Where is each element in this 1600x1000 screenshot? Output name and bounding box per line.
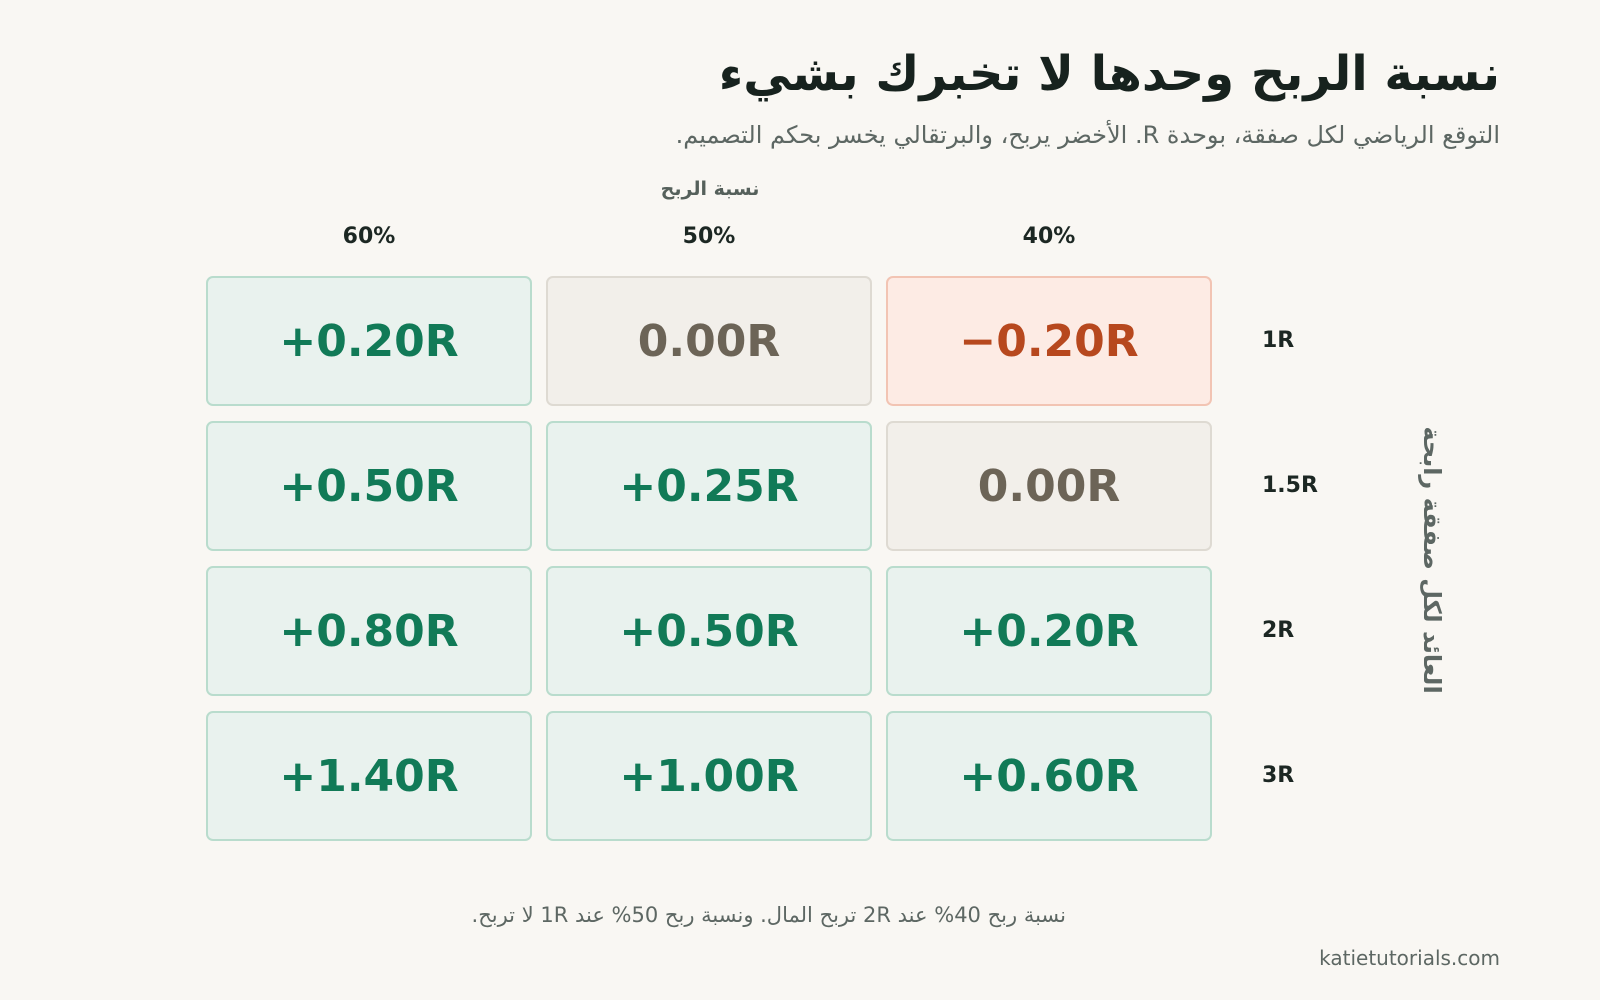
cell-value-label: +0.20R — [959, 605, 1139, 657]
heatmap-cell: 0.00R — [546, 276, 872, 406]
cell-value-label: +0.80R — [279, 605, 459, 657]
column-header: 60% — [342, 224, 396, 249]
row-header: 3R — [1262, 763, 1295, 788]
cell-value-label: 0.00R — [637, 315, 781, 367]
row-header: 1.5R — [1262, 473, 1318, 498]
cell-value-label: +0.60R — [959, 750, 1139, 802]
y-axis-title: العائد لكل صفقة رابحة — [1418, 426, 1446, 694]
x-axis-title: نسبة الربح — [660, 178, 760, 200]
cell-value-label: +0.20R — [279, 315, 459, 367]
heatmap-cell: −0.20R — [886, 276, 1212, 406]
row-header: 2R — [1262, 618, 1295, 643]
heatmap-cell: +0.20R — [886, 566, 1212, 696]
source-credit: katietutorials.com — [1319, 946, 1500, 970]
heatmap-cell: +1.40R — [206, 711, 532, 841]
column-header: 40% — [1022, 224, 1076, 249]
cell-value-label: +1.00R — [619, 750, 799, 802]
cell-value-label: 0.00R — [977, 460, 1121, 512]
heatmap-cell: +0.50R — [206, 421, 532, 551]
column-header: 50% — [682, 224, 736, 249]
cell-value-label: +0.25R — [619, 460, 799, 512]
cell-value-label: +0.50R — [279, 460, 459, 512]
footnote: نسبة ربح 40% عند 2R تربح المال. ونسبة رب… — [471, 903, 1066, 927]
chart-title: نسبة الربح وحدها لا تخبرك بشيء — [718, 46, 1500, 102]
heatmap-cell: +0.20R — [206, 276, 532, 406]
row-header: 1R — [1262, 328, 1295, 353]
chart-subtitle: التوقع الرياضي لكل صفقة، بوحدة R. الأخضر… — [675, 121, 1500, 149]
cell-value-label: +1.40R — [279, 750, 459, 802]
heatmap-cell: +0.50R — [546, 566, 872, 696]
heatmap-cell: +0.25R — [546, 421, 872, 551]
heatmap-cell: +1.00R — [546, 711, 872, 841]
heatmap-cell: 0.00R — [886, 421, 1212, 551]
cell-value-label: −0.20R — [959, 315, 1139, 367]
heatmap-cell: +0.60R — [886, 711, 1212, 841]
cell-value-label: +0.50R — [619, 605, 799, 657]
heatmap-cell: +0.80R — [206, 566, 532, 696]
